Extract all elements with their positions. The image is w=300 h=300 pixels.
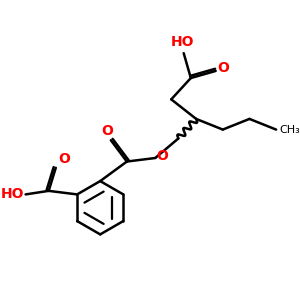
Text: O: O bbox=[218, 61, 229, 75]
Text: HO: HO bbox=[171, 35, 195, 49]
Text: CH₃: CH₃ bbox=[280, 125, 300, 136]
Text: HO: HO bbox=[0, 188, 24, 201]
Text: O: O bbox=[58, 152, 70, 166]
Text: O: O bbox=[156, 149, 168, 163]
Text: O: O bbox=[101, 124, 113, 138]
